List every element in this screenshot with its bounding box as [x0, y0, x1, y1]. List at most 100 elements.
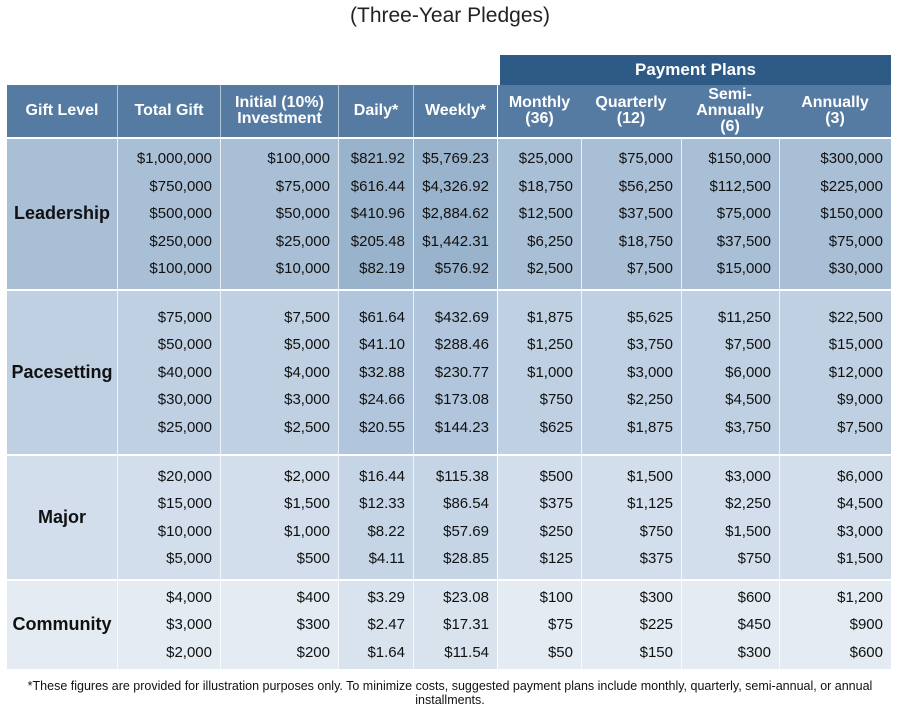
semi-annually-value: $150,000	[708, 150, 771, 168]
daily-value: $24.66	[359, 391, 405, 409]
header-monthly-line2: (36)	[525, 110, 554, 127]
annually-cell: $300,000 $225,000 $150,000 $75,000 $30,000	[779, 137, 891, 289]
header-daily: Daily*	[338, 85, 413, 137]
daily-value: $616.44	[350, 177, 405, 195]
quarterly-value: $2,250	[627, 391, 673, 409]
header-semi-annually: Semi-Annually (6)	[681, 85, 779, 137]
daily-cell: $61.64 $41.10 $32.88 $24.66 $20.55	[338, 289, 413, 454]
weekly-value: $2,884.62	[422, 205, 489, 223]
annually-value: $75,000	[828, 232, 883, 250]
total-gift-value: $100,000	[149, 260, 212, 278]
weekly-value: $17.31	[443, 616, 489, 634]
daily-value: $205.48	[350, 232, 405, 250]
quarterly-value: $1,875	[627, 418, 673, 436]
semi-annually-cell: $150,000 $112,500 $75,000 $37,500 $15,000	[681, 137, 779, 289]
initial-investment-value: $25,000	[275, 232, 330, 250]
quarterly-value: $18,750	[618, 232, 673, 250]
semi-annually-value: $75,000	[716, 205, 771, 223]
annually-value: $1,200	[837, 588, 883, 606]
weekly-value: $5,769.23	[422, 150, 489, 168]
weekly-cell: $23.08 $17.31 $11.54	[413, 579, 497, 669]
semi-annually-value: $112,500	[709, 177, 771, 195]
weekly-value: $4,326.92	[422, 177, 489, 195]
daily-value: $12.33	[359, 495, 405, 512]
semi-annually-value: $7,500	[725, 336, 771, 354]
annually-value: $12,000	[828, 363, 883, 381]
weekly-value: $288.46	[434, 336, 489, 354]
daily-cell: $16.44 $12.33 $8.22 $4.11	[338, 454, 413, 579]
gift-level-label: Leadership	[7, 137, 117, 289]
initial-investment-value: $100,000	[267, 150, 330, 168]
total-gift-value: $75,000	[157, 308, 212, 326]
annually-value: $7,500	[837, 418, 883, 436]
total-gift-value: $50,000	[157, 336, 212, 354]
header-monthly-line1: Monthly	[508, 94, 571, 111]
monthly-value: $50	[547, 643, 573, 661]
weekly-value: $576.92	[434, 260, 489, 278]
initial-investment-cell: $2,000 $1,500 $1,000 $500	[220, 454, 338, 579]
header-quarterly-line2: (12)	[616, 110, 646, 127]
monthly-value: $1,250	[527, 336, 573, 354]
total-gift-value: $500,000	[149, 205, 212, 223]
semi-annually-value: $1,500	[725, 522, 771, 540]
total-gift-value: $750,000	[149, 177, 212, 195]
weekly-value: $173.08	[434, 391, 489, 409]
header-semi-line2: (6)	[720, 118, 740, 135]
monthly-value: $25,000	[518, 150, 573, 168]
semi-annually-value: $37,500	[716, 232, 771, 250]
header-initial-investment: Initial (10%) Investment	[220, 85, 338, 137]
total-gift-value: $25,000	[157, 418, 212, 436]
initial-investment-value: $300	[296, 616, 330, 634]
quarterly-value: $3,750	[627, 336, 673, 354]
total-gift-value: $3,000	[166, 616, 212, 634]
header-annually-line2: (3)	[825, 110, 845, 127]
weekly-value: $23.08	[443, 588, 489, 606]
annually-value: $150,000	[820, 205, 883, 223]
monthly-value: $500	[539, 467, 573, 485]
total-gift-value: $5,000	[166, 550, 212, 567]
weekly-value: $144.23	[434, 418, 489, 436]
annually-value: $4,500	[837, 495, 883, 512]
semi-annually-value: $750	[737, 550, 771, 567]
initial-investment-value: $1,500	[284, 495, 330, 512]
semi-annually-cell: $3,000 $2,250 $1,500 $750	[681, 454, 779, 579]
annually-value: $22,500	[828, 308, 883, 326]
weekly-value: $432.69	[434, 308, 489, 326]
quarterly-cell: $5,625 $3,750 $3,000 $2,250 $1,875	[581, 289, 681, 454]
total-gift-value: $15,000	[157, 495, 212, 512]
semi-annually-value: $4,500	[725, 391, 771, 409]
initial-investment-value: $2,000	[284, 467, 330, 485]
quarterly-value: $1,500	[627, 467, 673, 485]
daily-value: $82.19	[359, 260, 405, 278]
total-gift-cell: $1,000,000 $750,000 $500,000 $250,000 $100,0…	[117, 137, 220, 289]
annually-value: $225,000	[820, 177, 883, 195]
quarterly-value: $150	[639, 643, 673, 661]
monthly-cell: $100 $75 $50	[497, 579, 581, 669]
total-gift-cell: $4,000 $3,000 $2,000	[117, 579, 220, 669]
total-gift-value: $10,000	[157, 522, 212, 540]
monthly-value: $12,500	[518, 205, 573, 223]
initial-investment-value: $7,500	[284, 308, 330, 326]
semi-annually-cell: $600 $450 $300	[681, 579, 779, 669]
quarterly-value: $225	[639, 616, 673, 634]
header-annually: Annually (3)	[779, 85, 891, 137]
initial-investment-value: $5,000	[284, 336, 330, 354]
annually-value: $3,000	[837, 522, 883, 540]
header-quarterly: Quarterly (12)	[581, 85, 681, 137]
monthly-value: $18,750	[518, 177, 573, 195]
initial-investment-value: $50,000	[275, 205, 330, 223]
payment-plans-header: Payment Plans	[500, 55, 891, 85]
quarterly-value: $37,500	[618, 205, 673, 223]
semi-annually-value: $600	[737, 588, 771, 606]
daily-value: $1.64	[367, 643, 405, 661]
total-gift-cell: $75,000 $50,000 $40,000 $30,000 $25,000	[117, 289, 220, 454]
daily-value: $821.92	[350, 150, 405, 168]
monthly-value: $750	[539, 391, 573, 409]
initial-investment-value: $1,000	[284, 522, 330, 540]
monthly-value: $1,000	[527, 363, 573, 381]
monthly-value: $250	[539, 522, 573, 540]
annually-cell: $6,000 $4,500 $3,000 $1,500	[779, 454, 891, 579]
annually-value: $1,500	[837, 550, 883, 567]
annually-value: $300,000	[820, 150, 883, 168]
quarterly-value: $56,250	[618, 177, 673, 195]
